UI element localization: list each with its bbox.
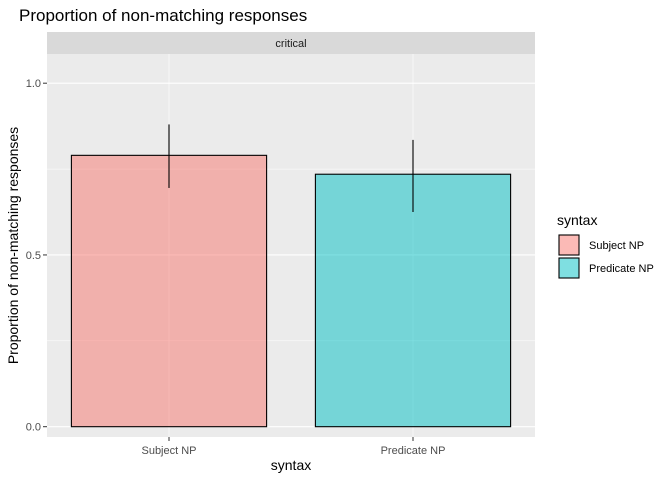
x-axis-title: syntax — [271, 457, 311, 473]
facet-strip-background — [47, 32, 535, 54]
legend-label: Subject NP — [589, 240, 644, 252]
error-bars — [168, 124, 414, 213]
y-axis-title: Proportion of non-matching responses — [5, 127, 21, 364]
legend: syntax Subject NP Predicate NP — [557, 212, 654, 279]
bar — [70, 154, 268, 428]
x-tick-label: Subject NP — [141, 445, 196, 457]
bar — [314, 173, 512, 428]
y-tick-label: 0.0 — [26, 422, 41, 434]
legend-label: Predicate NP — [589, 263, 654, 275]
x-axis: Subject NP Predicate NP — [141, 437, 445, 457]
facet-strip-label: critical — [275, 38, 306, 50]
facet-strip: critical — [47, 32, 535, 54]
legend-title: syntax — [557, 212, 597, 228]
x-tick-label: Predicate NP — [381, 445, 446, 457]
legend-swatch — [558, 257, 580, 279]
y-axis: 0.0 0.5 1.0 — [26, 78, 47, 434]
bars — [70, 154, 512, 428]
chart-title: Proportion of non-matching responses — [19, 6, 307, 25]
legend-swatch — [558, 234, 580, 256]
y-tick-label: 0.5 — [26, 250, 41, 262]
y-tick-label: 1.0 — [26, 78, 41, 90]
